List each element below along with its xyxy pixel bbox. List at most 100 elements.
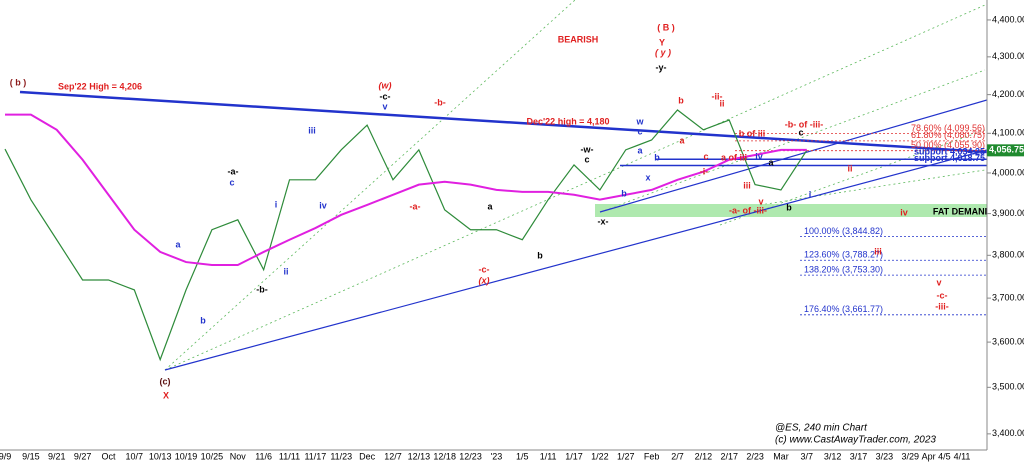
plot-area: 78.60% (4,099.56)61.80% (4,080.75)50.00%… [4,0,987,400]
wave-label: b [654,152,660,162]
wave-label: c [703,151,708,161]
price-tag [987,144,1024,157]
wave-label: (x) [479,275,490,285]
channel-line [164,0,576,371]
x-tick-label: 3/23 [876,451,894,461]
wave-label: (w) [379,80,392,90]
y-tick-label: 4,000.00 [992,167,1024,177]
y-tick-label: 3,400.00 [992,428,1024,438]
x-tick-label: 2/23 [746,451,764,461]
y-tick-label: 4,400.00 [992,14,1024,24]
x-tick-label: Dec [359,451,376,461]
wave-label: ii [847,163,852,173]
x-tick-label: 10/19 [175,451,198,461]
x-tick-label: Apr 4/5 [922,451,951,461]
wave-label: Sep'22 High = 4,206 [58,81,142,91]
wave-label: ( B ) [657,22,675,32]
x-tick-label: 1/22 [591,451,609,461]
wave-label: c [637,126,642,136]
wave-label: a [679,135,685,145]
x-tick-label: 10/13 [149,451,172,461]
x-tick-label: 3/7 [801,451,814,461]
x-tick-label: Mar [773,451,789,461]
x-tick-label: Oct [101,451,116,461]
x-tick-label: 12/7 [384,451,402,461]
wave-label: -i- [700,166,709,176]
x-tick-label: 11/6 [255,451,272,461]
wave-label: b [200,315,206,325]
x-tick-label: 9/21 [48,451,66,461]
wave-label: -a- [410,201,421,211]
trend-line [164,149,987,371]
wave-label: b [786,202,792,212]
x-tick-label: 2/17 [720,451,738,461]
x-tick-label: 3/17 [850,451,868,461]
wave-label: (c) [160,376,171,386]
y-tick-label: 4,200.00 [992,89,1024,99]
wave-label: -b- [434,97,446,107]
wave-label: iii [874,246,882,256]
x-tick-label: 11/23 [330,451,352,461]
wave-label: ii [283,266,288,276]
wave-label: i [275,199,278,209]
x-tick-label: 9/9 [0,451,11,461]
wave-label: -y- [656,62,667,72]
wave-label: iii [308,125,316,135]
x-tick-label: 10/7 [126,451,144,461]
y-tick-label: 3,700.00 [992,292,1024,302]
footer-text: @ES, 240 min Chart [775,423,868,434]
wave-label: -w- [581,144,594,154]
wave-label: iv [755,151,763,161]
trend-line [599,99,987,213]
wave-label: x [645,172,650,182]
wave-label: c [229,177,234,187]
x-tick-label: 10/25 [201,451,224,461]
series-line [4,109,808,362]
wave-label: -b- [256,284,268,294]
series-line [5,113,807,267]
x-tick-label: 3/29 [902,451,920,461]
demand-zone [595,204,987,217]
x-tick-label: 9/15 [22,451,40,461]
y-tick-label: 4,100.00 [992,128,1024,138]
wave-label: Dec'22 high = 4,180 [527,116,610,126]
x-tick-label: 4/11 [954,451,971,461]
wave-label: -ii- [712,91,723,101]
y-tick-label: 3,900.00 [992,208,1024,218]
wave-label: BEARISH [558,34,599,44]
wave-label: a [768,157,774,167]
level-label: 123.60% (3,788.27) [804,250,883,260]
x-tick-label: 1/17 [565,451,583,461]
wave-label: -c- [380,91,391,101]
wave-label: w [635,116,644,126]
level-label: 50.00% (4,055.90) [911,140,985,150]
wave-label: a [637,145,643,155]
footer-text: (c) www.CastAwayTrader.com, 2023 [775,435,936,446]
y-tick-label: 3,800.00 [992,250,1024,260]
x-tick-label: 3/12 [824,451,842,461]
x-tick-label: 1/5 [516,451,529,461]
wave-label: b [537,250,543,260]
x-tick-label: 11/11 [279,451,300,461]
y-tick-label: 3,600.00 [992,336,1024,346]
wave-label: b [678,95,684,105]
level-label: 138.20% (3,753.30) [804,265,883,275]
y-tick-label: 3,500.00 [992,382,1024,392]
wave-label: ii [719,98,724,108]
x-tick-label: 11/17 [304,451,326,461]
wave-label: iv [900,207,908,217]
wave-label: -a- of -iii- [729,205,767,215]
wave-label: iii [743,180,751,190]
level-label: 78.60% (4,099.56) [911,123,985,133]
level-label: 61.80% (4,080.75) [911,130,985,140]
wave-label: Y [659,37,665,47]
wave-label: iv [319,200,327,210]
level-label: 176.40% (3,661.77) [804,304,883,314]
wave-label: a of iii [721,152,747,162]
wave-label: v [382,101,387,111]
wave-label: b of iii [739,128,766,138]
level-label: support 4,034.25 [914,147,985,157]
x-tick-label: Nov [230,451,247,461]
wave-label: X [163,390,169,400]
